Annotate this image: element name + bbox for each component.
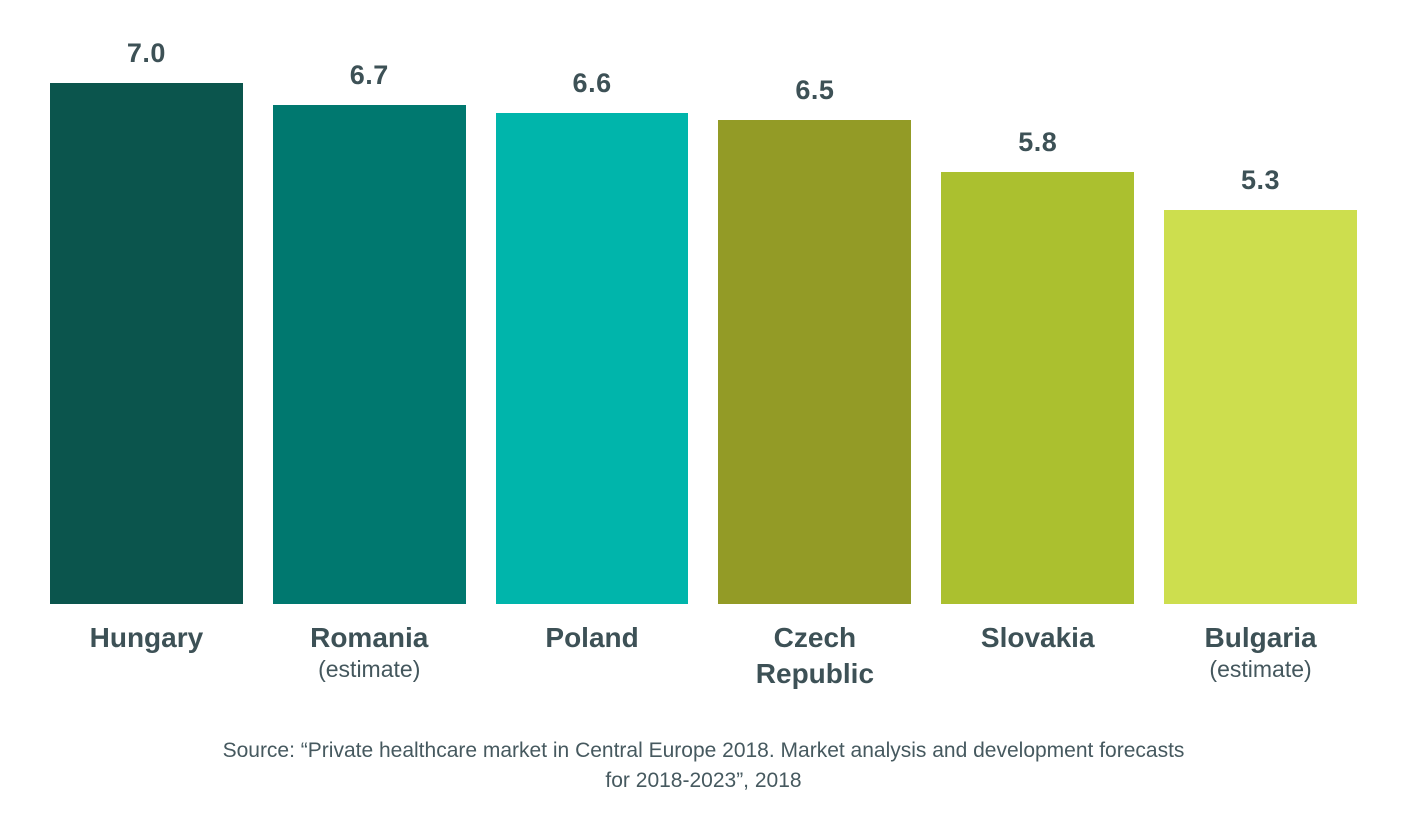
bar-slovakia: [941, 172, 1135, 604]
category-label-slovakia: Slovakia: [941, 620, 1134, 656]
plot-area-czech-republic: 6.5: [718, 0, 912, 604]
plot-area-bulgaria: 5.3: [1164, 0, 1357, 604]
bar-group-bulgaria: 5.3 Bulgaria (estimate): [1164, 0, 1357, 692]
bar-label-czech-republic: Czech Republic: [755, 622, 875, 689]
bar-group-hungary: 7.0 Hungary: [50, 0, 243, 692]
bar-group-slovakia: 5.8 Slovakia: [941, 0, 1135, 692]
category-label-romania: Romania (estimate): [273, 620, 466, 683]
plot-area-poland: 6.6: [495, 0, 689, 604]
plot-area-romania: 6.7: [272, 0, 466, 604]
bar-romania: [272, 105, 466, 604]
bar-group-poland: 6.6 Poland: [495, 0, 689, 692]
bar-value-bulgaria: 5.3: [1241, 165, 1281, 195]
bar-value-slovakia: 5.8: [1018, 127, 1058, 157]
category-label-hungary: Hungary: [50, 620, 243, 656]
bar-sublabel-romania: (estimate): [318, 656, 421, 682]
category-label-poland: Poland: [496, 620, 689, 656]
bar-label-slovakia: Slovakia: [980, 622, 1095, 653]
category-label-czech-republic: Czech Republic: [718, 620, 911, 692]
bar-label-hungary: Hungary: [89, 622, 204, 653]
bar-label-romania: Romania: [310, 622, 429, 653]
bar-czech-republic: [718, 120, 912, 604]
bar-chart: 7.0 Hungary 6.7 Romania (estimate) 6.6: [50, 0, 1357, 692]
bar-value-poland: 6.6: [572, 68, 612, 98]
source-caption: Source: “Private healthcare market in Ce…: [222, 739, 1185, 792]
bar-value-czech-republic: 6.5: [795, 75, 835, 105]
plot-area-slovakia: 5.8: [941, 0, 1135, 604]
bar-poland: [495, 113, 689, 604]
bar-value-romania: 6.7: [349, 60, 389, 90]
bar-value-hungary: 7.0: [126, 38, 166, 68]
bar-group-czech-republic: 6.5 Czech Republic: [718, 0, 912, 692]
bar-sublabel-bulgaria: (estimate): [1209, 656, 1312, 682]
category-label-bulgaria: Bulgaria (estimate): [1164, 620, 1357, 683]
bar-label-poland: Poland: [545, 622, 639, 653]
bar-label-bulgaria: Bulgaria: [1204, 622, 1317, 653]
bar-group-romania: 6.7 Romania (estimate): [272, 0, 466, 692]
plot-area-hungary: 7.0: [50, 0, 243, 604]
bar-hungary: [50, 83, 243, 604]
bar-bulgaria: [1164, 210, 1357, 604]
